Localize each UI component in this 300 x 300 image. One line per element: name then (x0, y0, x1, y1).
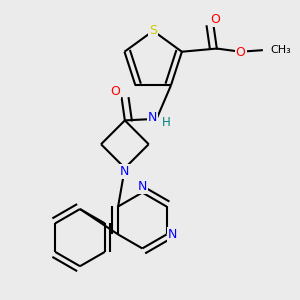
Text: N: N (138, 180, 147, 193)
Text: O: O (236, 46, 246, 59)
Text: S: S (149, 24, 157, 38)
Text: N: N (148, 111, 158, 124)
Text: N: N (120, 165, 130, 178)
Text: N: N (168, 228, 177, 241)
Text: CH₃: CH₃ (271, 45, 292, 55)
Text: H: H (162, 116, 170, 129)
Text: O: O (210, 13, 220, 26)
Text: O: O (110, 85, 120, 98)
